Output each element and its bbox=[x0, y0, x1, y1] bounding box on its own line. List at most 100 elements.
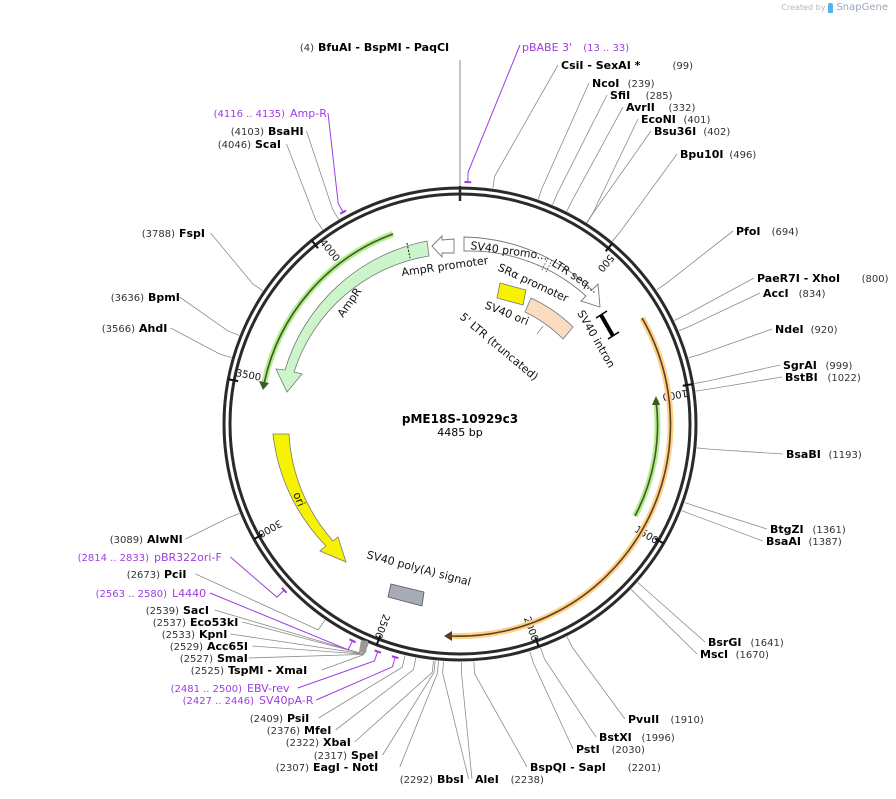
enzyme-leader-line bbox=[630, 589, 698, 655]
feature-label-ori: ori bbox=[290, 490, 307, 508]
enzyme-site[interactable]: (3788) FspI bbox=[142, 227, 205, 240]
enzyme-site[interactable]: (2673) PciI bbox=[127, 568, 187, 581]
enzyme-site[interactable]: (2307) EagI - NotI bbox=[276, 761, 379, 774]
enzyme-site[interactable]: MscI (1670) bbox=[700, 648, 769, 661]
features: AmpR AmpR promoter SV40 promo... LTR seq… bbox=[259, 231, 674, 653]
primer-leader-line bbox=[209, 592, 353, 651]
enzyme-site[interactable]: (2322) XbaI bbox=[286, 736, 351, 749]
primer-leader-line bbox=[297, 651, 379, 689]
enzyme-name: SfiI bbox=[610, 89, 630, 102]
enzyme-name: BsaHI bbox=[268, 125, 304, 138]
enzyme-site[interactable]: BspQI - SapI (2201) bbox=[530, 761, 661, 774]
enzyme-site[interactable]: PstI (2030) bbox=[576, 743, 645, 756]
enzyme-site[interactable]: AccI (834) bbox=[763, 287, 826, 300]
feature-sv40-promoter[interactable] bbox=[463, 236, 601, 308]
enzyme-site[interactable]: (3089) AlwNI bbox=[110, 533, 183, 546]
enzyme-leader-line bbox=[399, 660, 439, 768]
enzyme-site[interactable]: NdeI (920) bbox=[775, 323, 838, 336]
enzyme-name: FspI bbox=[179, 227, 205, 240]
enzyme-site-top[interactable]: (4) BfuAI - BspMI - PaqCI bbox=[300, 41, 449, 54]
enzyme-position: (332) bbox=[669, 103, 696, 114]
primer-site[interactable]: pBABE 3' (13 .. 33) bbox=[522, 41, 629, 54]
enzyme-site[interactable]: PaeR7I - XhoI (800) bbox=[757, 272, 889, 285]
enzyme-site[interactable]: (2376) MfeI bbox=[267, 724, 332, 737]
feature-sv40-polya[interactable] bbox=[387, 583, 425, 607]
enzyme-leader-line bbox=[473, 661, 528, 768]
primer-site[interactable]: (2481 .. 2500) EBV-rev bbox=[171, 682, 290, 695]
feature-5ltr-truncated[interactable] bbox=[524, 297, 574, 340]
enzyme-site[interactable]: (2529) Acc65I bbox=[170, 640, 248, 653]
enzyme-site[interactable]: BtgZI (1361) bbox=[770, 523, 846, 536]
enzyme-leader-line bbox=[552, 94, 608, 205]
backbone bbox=[222, 186, 698, 662]
enzyme-site[interactable]: PfoI (694) bbox=[736, 225, 799, 238]
enzyme-name: CsiI - SexAI * bbox=[561, 59, 641, 72]
enzyme-site[interactable]: CsiI - SexAI * (99) bbox=[561, 59, 693, 72]
primer-site[interactable]: (4116 .. 4135) Amp-R bbox=[214, 107, 328, 120]
enzyme-leader-line bbox=[695, 376, 783, 392]
enzyme-position: (4103) bbox=[231, 127, 264, 138]
primer-binding-mark bbox=[349, 638, 357, 644]
enzyme-site[interactable]: BsrGI (1641) bbox=[708, 636, 784, 649]
enzyme-name: EcoNI bbox=[641, 113, 676, 126]
enzyme-site[interactable]: Bsu36I (402) bbox=[654, 125, 730, 138]
primer-range: (2563 .. 2580) bbox=[96, 589, 168, 600]
enzyme-site[interactable]: BstXI (1996) bbox=[599, 731, 675, 744]
enzyme-leader-lines bbox=[170, 60, 784, 780]
enzyme-position: (401) bbox=[684, 115, 711, 126]
enzyme-site[interactable]: SfiI (285) bbox=[610, 89, 673, 102]
enzyme-position: (1387) bbox=[809, 537, 842, 548]
plasmid-name: pME18S-10929c3 bbox=[402, 412, 518, 426]
enzyme-name: ScaI bbox=[255, 138, 281, 151]
enzyme-site[interactable]: (4103) BsaHI bbox=[231, 125, 304, 138]
feature-ampr-promoter[interactable] bbox=[431, 234, 455, 259]
enzyme-leader-line bbox=[492, 64, 559, 189]
enzyme-position: (3788) bbox=[142, 229, 175, 240]
enzyme-site[interactable]: NcoI (239) bbox=[592, 77, 655, 90]
enzyme-leader-line bbox=[306, 130, 339, 220]
enzyme-position: (3089) bbox=[110, 535, 143, 546]
enzyme-name: AleI bbox=[475, 773, 499, 786]
feature-sv40-intron[interactable] bbox=[595, 310, 620, 340]
enzyme-site[interactable]: EcoNI (401) bbox=[641, 113, 710, 126]
primer-site[interactable]: (2814 .. 2833) pBR322ori-F bbox=[78, 551, 222, 564]
primer-site[interactable]: (2563 .. 2580) L4440 bbox=[96, 587, 207, 600]
enzyme-site[interactable]: SgrAI (999) bbox=[783, 359, 852, 372]
enzyme-site[interactable]: BsaBI (1193) bbox=[786, 448, 862, 461]
enzyme-site[interactable]: BsaAI (1387) bbox=[766, 535, 842, 548]
enzyme-position: (2322) bbox=[286, 738, 319, 749]
primer-range: (2814 .. 2833) bbox=[78, 553, 150, 564]
enzyme-position: (4) bbox=[300, 43, 314, 54]
enzyme-site[interactable]: AleI (2238) bbox=[475, 773, 544, 786]
enzyme-site[interactable]: (2525) TspMI - XmaI bbox=[191, 664, 307, 677]
enzyme-site[interactable]: Bpu10I (496) bbox=[680, 148, 756, 161]
tick-mark bbox=[682, 383, 693, 387]
enzyme-leader-line bbox=[537, 82, 590, 200]
enzyme-site[interactable]: (3566) AhdI bbox=[102, 322, 168, 335]
enzyme-site[interactable]: PvuII (1910) bbox=[628, 713, 704, 726]
enzyme-site[interactable]: (2292) BbsI bbox=[400, 773, 464, 786]
enzyme-position: (1022) bbox=[828, 373, 861, 384]
enzyme-site[interactable]: (2537) Eco53kI bbox=[153, 616, 239, 629]
primer-site[interactable]: (2427 .. 2446) SV40pA-R bbox=[183, 694, 314, 707]
feature-ampr[interactable] bbox=[275, 240, 430, 393]
enzyme-name: SmaI bbox=[217, 652, 248, 665]
enzyme-site[interactable]: (2317) SpeI bbox=[314, 749, 379, 762]
enzyme-name: NcoI bbox=[592, 77, 619, 90]
enzyme-leader-line bbox=[678, 292, 761, 332]
enzyme-site[interactable]: (2539) SacI bbox=[146, 604, 209, 617]
enzyme-leader-line bbox=[694, 364, 781, 384]
enzyme-site[interactable]: (2527) SmaI bbox=[180, 652, 248, 665]
feature-sv40-ori[interactable] bbox=[496, 282, 527, 306]
enzyme-site[interactable]: (3636) BpmI bbox=[111, 291, 180, 304]
enzyme-site[interactable]: AvrII (332) bbox=[626, 101, 695, 114]
enzyme-site[interactable]: (2533) KpnI bbox=[162, 628, 228, 641]
enzyme-position: (1641) bbox=[751, 638, 784, 649]
enzyme-name: AhdI bbox=[139, 322, 167, 335]
feature-ori[interactable] bbox=[272, 433, 347, 563]
enzyme-site[interactable]: (2409) PsiI bbox=[250, 712, 310, 725]
enzyme-position: (2238) bbox=[511, 775, 544, 786]
enzyme-site[interactable]: (4046) ScaI bbox=[218, 138, 281, 151]
enzyme-site[interactable]: BstBI (1022) bbox=[785, 371, 861, 384]
enzyme-leader-line bbox=[586, 118, 639, 223]
